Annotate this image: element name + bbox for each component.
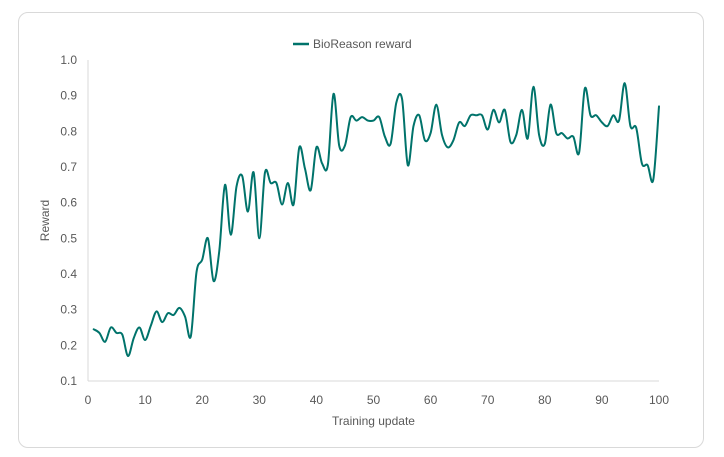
x-tick-label: 40 [310,393,324,407]
y-tick-label: 1.0 [60,53,77,67]
reward-series-line [92,82,660,358]
y-tick-labels: 0.1 0.2 0.3 0.4 0.5 0.6 0.7 0.8 0.9 1.0 [60,53,77,388]
y-tick-label: 0.9 [60,89,77,103]
y-tick-label: 0.6 [60,196,77,210]
y-tick-label: 0.1 [60,374,77,388]
x-tick-label: 100 [649,393,669,407]
x-axis-title: Training update [332,414,415,428]
chart-card [18,12,704,448]
y-tick-label: 0.7 [60,160,77,174]
axes [87,60,659,382]
y-tick-label: 0.3 [60,303,77,317]
x-tick-label: 80 [538,393,552,407]
y-tick-label: 0.5 [60,231,77,245]
x-tick-label: 70 [481,393,495,407]
y-tick-label: 0.8 [60,124,77,138]
y-tick-label: 0.2 [60,338,77,352]
x-tick-label: 0 [85,393,92,407]
x-tick-label: 20 [196,393,210,407]
x-tick-label: 30 [253,393,267,407]
x-tick-labels: 0 10 20 30 40 50 60 70 80 90 100 [85,393,670,407]
legend-label: BioReason reward [313,37,412,51]
x-tick-label: 50 [367,393,381,407]
y-tick-label: 0.4 [60,267,77,281]
x-tick-label: 90 [595,393,609,407]
legend: BioReason reward [293,37,412,51]
x-tick-label: 60 [424,393,438,407]
y-axis-title: Reward [38,200,52,241]
x-tick-label: 10 [138,393,152,407]
